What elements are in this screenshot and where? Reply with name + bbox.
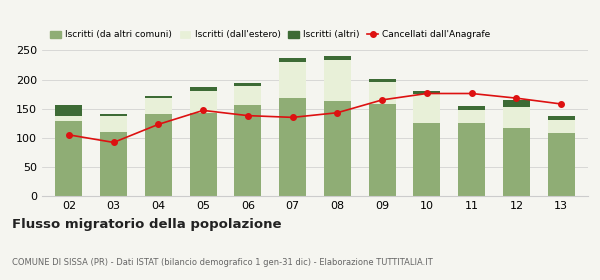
Text: Flusso migratorio della popolazione: Flusso migratorio della popolazione <box>12 218 281 231</box>
Bar <box>235 105 261 196</box>
Bar <box>55 122 82 196</box>
Bar <box>190 113 217 196</box>
Bar <box>548 116 575 120</box>
Bar <box>503 101 530 108</box>
Bar <box>279 62 306 98</box>
Bar <box>55 116 82 122</box>
Bar <box>100 115 127 116</box>
Bar <box>503 128 530 196</box>
Bar <box>145 115 172 196</box>
Bar <box>458 106 485 110</box>
Bar <box>369 79 395 82</box>
Bar <box>100 132 127 196</box>
Bar <box>279 58 306 62</box>
Text: COMUNE DI SISSA (PR) - Dati ISTAT (bilancio demografico 1 gen-31 dic) - Elaboraz: COMUNE DI SISSA (PR) - Dati ISTAT (bilan… <box>12 258 433 267</box>
Bar <box>458 123 485 196</box>
Bar <box>279 98 306 196</box>
Bar <box>369 82 395 104</box>
Bar <box>190 91 217 113</box>
Bar <box>324 56 351 60</box>
Bar <box>145 98 172 115</box>
Bar <box>369 104 395 196</box>
Bar <box>458 110 485 123</box>
Bar <box>100 116 127 132</box>
Bar <box>190 87 217 91</box>
Bar <box>548 133 575 196</box>
Bar <box>235 83 261 86</box>
Bar <box>145 96 172 98</box>
Bar <box>324 60 351 101</box>
Bar <box>548 120 575 133</box>
Bar <box>413 91 440 94</box>
Bar <box>413 94 440 123</box>
Bar <box>503 108 530 128</box>
Bar <box>324 101 351 196</box>
Bar <box>413 123 440 196</box>
Bar <box>55 105 82 116</box>
Bar <box>235 86 261 105</box>
Legend: Iscritti (da altri comuni), Iscritti (dall'estero), Iscritti (altri), Cancellati: Iscritti (da altri comuni), Iscritti (da… <box>47 27 494 43</box>
